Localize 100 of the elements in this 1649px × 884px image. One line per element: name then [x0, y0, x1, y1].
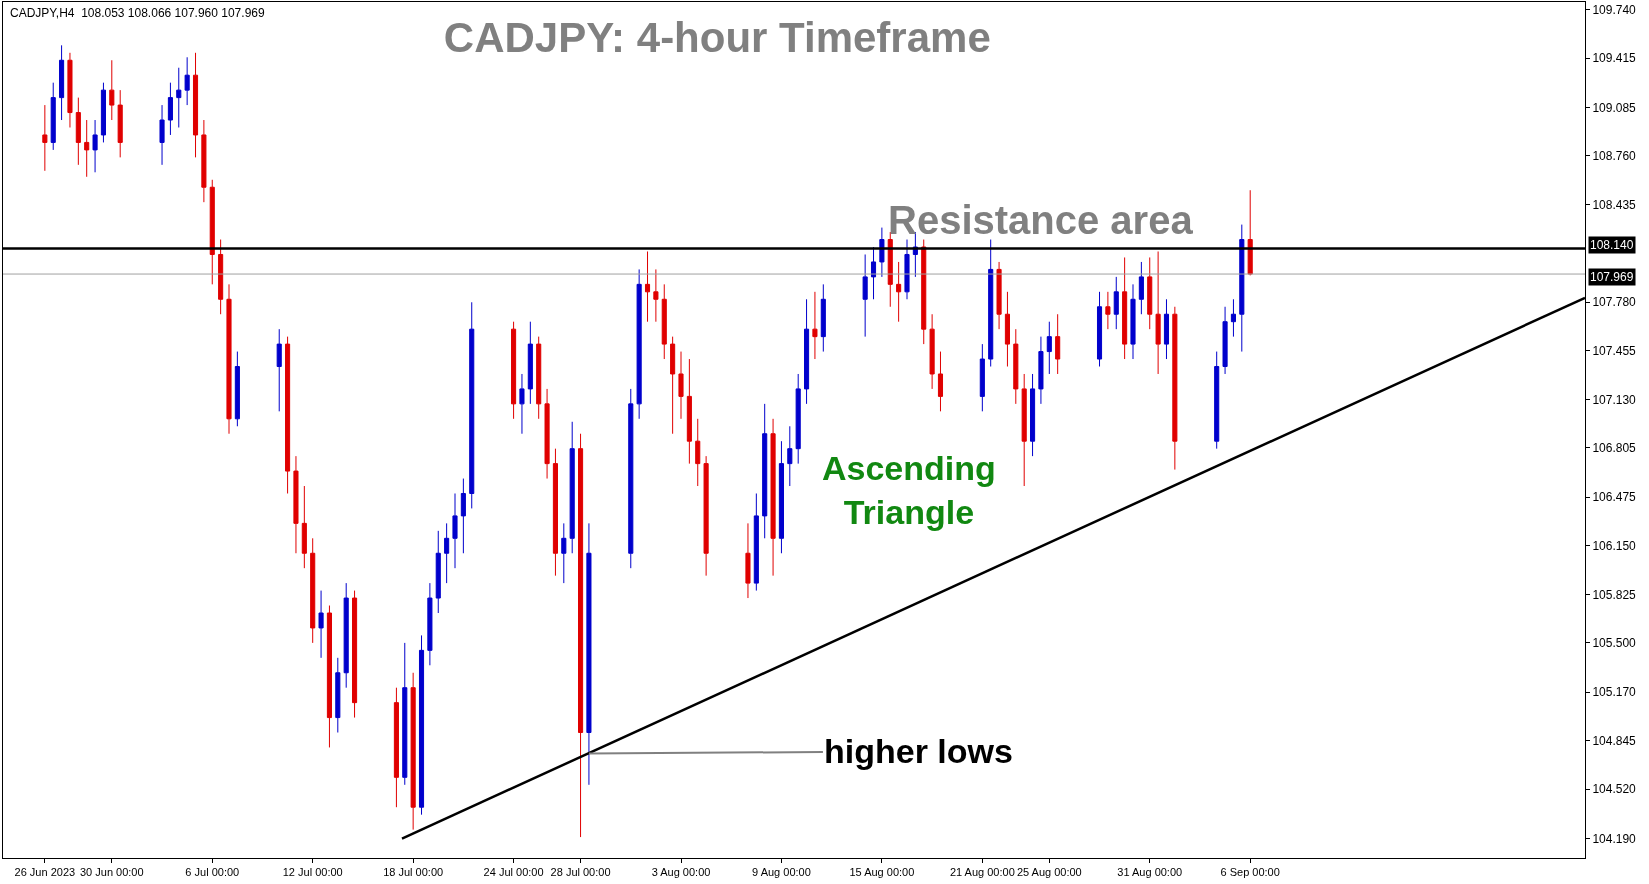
candlestick [75, 97, 81, 166]
candlestick [84, 119, 90, 178]
candlestick [586, 522, 592, 786]
candlestick [1013, 328, 1019, 405]
candlestick [410, 672, 416, 831]
candlestick [678, 351, 684, 420]
candlestick [343, 582, 349, 689]
candlestick [352, 590, 358, 719]
y-tick-label: 107.130 [1592, 392, 1637, 407]
candlestick [176, 67, 182, 128]
candlestick [1155, 250, 1161, 375]
candlestick [686, 358, 692, 465]
candlestick [1230, 298, 1236, 338]
candlestick [1130, 283, 1136, 360]
candlestick [536, 336, 542, 420]
annotation: Resistance area [888, 198, 1194, 242]
candlestick [402, 642, 408, 786]
candlestick [67, 52, 73, 128]
candlestick [218, 239, 224, 315]
y-tick-label: 108.435 [1592, 197, 1637, 212]
candlestick [653, 268, 659, 323]
candlestick [1021, 373, 1027, 487]
candlestick [293, 455, 299, 554]
candlestick [862, 253, 868, 338]
candlestick [100, 82, 106, 143]
candlestick [661, 283, 667, 360]
y-tick-label: 105.500 [1592, 636, 1637, 651]
candlestick [318, 590, 324, 659]
x-tick-label: 12 Jul 00:00 [282, 866, 343, 879]
candlestick [1096, 291, 1103, 368]
candlestick [628, 388, 634, 569]
x-tick-label: 6 Sep 00:00 [1220, 866, 1280, 879]
candlestick [745, 522, 751, 599]
candlestick [393, 687, 399, 808]
candlestick [1172, 306, 1178, 471]
candlestick [418, 634, 425, 816]
candlestick [787, 425, 793, 487]
candlestick [209, 179, 215, 285]
y-tick-label: 104.190 [1592, 831, 1637, 846]
x-tick-label: 6 Jul 00:00 [185, 866, 240, 879]
candlestick [469, 301, 475, 509]
candlestick [310, 537, 316, 644]
candlestick [636, 268, 642, 420]
candlestick [276, 328, 282, 412]
candlestick [937, 351, 944, 412]
candlestick [1214, 351, 1220, 450]
candlestick [201, 119, 207, 203]
candlestick [988, 239, 994, 368]
candlestick [427, 582, 433, 666]
candlestick [226, 283, 232, 435]
candlestick [979, 343, 985, 412]
candlestick [50, 82, 56, 151]
chart-title: CADJPY: 4-hour Timeframe [443, 13, 991, 61]
candlestick [1004, 291, 1010, 368]
y-tick-label: 104.845 [1592, 733, 1637, 748]
candlestick [1038, 336, 1044, 405]
x-tick-label: 25 Aug 00:00 [1016, 866, 1082, 879]
y-tick-label: 109.415 [1592, 51, 1637, 66]
candlestick [770, 418, 776, 577]
candlestick [1105, 291, 1111, 330]
candlestick [896, 261, 902, 323]
candlestick [335, 657, 341, 734]
candlestick [301, 485, 307, 569]
candlestick [117, 89, 123, 158]
y-tick-label: 105.170 [1592, 685, 1637, 700]
candlestick [929, 313, 935, 390]
y-tick-label: 106.150 [1592, 538, 1637, 553]
candlestick [879, 227, 885, 278]
candlestick [460, 478, 466, 554]
candlestick [1147, 256, 1153, 330]
candlestick [527, 321, 533, 405]
y-tick-label: 104.520 [1592, 782, 1637, 797]
candlestick [1113, 276, 1119, 330]
x-tick-label: 3 Aug 00:00 [651, 866, 711, 879]
candlestick [92, 119, 98, 173]
candlestick [435, 530, 441, 614]
candlestick [285, 336, 291, 494]
y-tick-label: 109.085 [1592, 100, 1637, 115]
x-tick-label: 28 Jul 00:00 [550, 866, 611, 879]
candlestick [670, 336, 676, 435]
y-tick-label: 107.455 [1592, 344, 1637, 359]
x-tick-label: 21 Aug 00:00 [949, 866, 1015, 879]
x-tick-label: 15 Aug 00:00 [849, 866, 915, 879]
ref-line-label: 107.969 [1590, 270, 1634, 284]
candlestick [519, 373, 525, 435]
candlestick [511, 321, 517, 420]
candlestick [326, 605, 332, 748]
annotation: CADJPY,H4 108.053 108.066 107.960 107.969 [10, 6, 265, 20]
candlestick [159, 104, 165, 166]
candlestick [167, 82, 173, 136]
x-tick-label: 30 Jun 00:00 [80, 866, 144, 879]
candlestick [578, 433, 584, 838]
candlestick [795, 373, 801, 465]
candlestick [1122, 256, 1128, 360]
y-tick-label: 108.760 [1592, 149, 1637, 164]
candlestick [192, 52, 199, 158]
ref-line-label: 108.140 [1590, 238, 1634, 252]
candlestick [569, 421, 575, 554]
y-tick-label: 106.475 [1592, 490, 1637, 505]
y-tick-label: 109.740 [1592, 2, 1637, 17]
